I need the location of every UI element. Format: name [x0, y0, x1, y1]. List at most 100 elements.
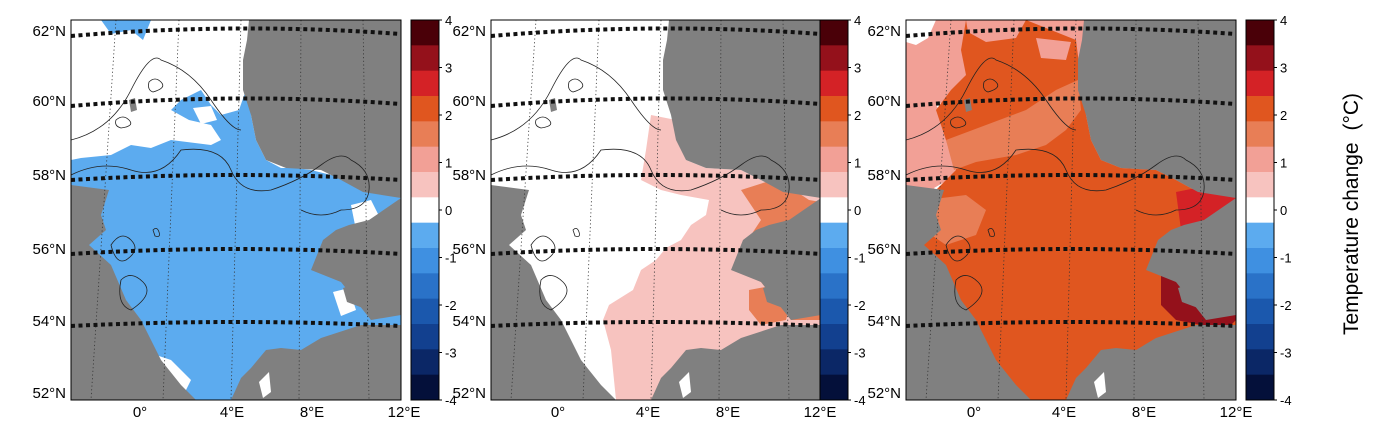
colorbar-2-cell: [820, 324, 848, 350]
colorbar-2-tick-label: -4: [854, 393, 866, 408]
colorbar-2-cell: [820, 248, 848, 274]
colorbar-2-cell: [820, 172, 848, 198]
lon-label: 0°: [551, 404, 565, 421]
lat-label: 56°N: [32, 241, 66, 258]
lat-labels: 62°N 60°N 58°N 56°N 54°N 52°N 62°N 60°N 58°N 56°N…: [32, 23, 901, 402]
colorbar-2-tick-label: 3: [854, 61, 861, 76]
panel-3-map: [906, 20, 1236, 400]
lat-label: 58°N: [32, 167, 66, 184]
colorbar-1-tick-label: -2: [445, 298, 457, 313]
lat-label: 58°N: [452, 167, 486, 184]
colorbar-3-cell: [1246, 20, 1274, 46]
colorbar-3-cell: [1246, 45, 1274, 72]
colorbar-title-text: Temperature change: [1340, 142, 1363, 335]
lat-label: 60°N: [452, 93, 486, 110]
lat-label: 52°N: [32, 385, 66, 402]
panel-3-anomaly-field: [906, 20, 1236, 400]
colorbar-3-tick-label: -2: [1280, 298, 1292, 313]
colorbar-2-tick-label: 2: [854, 108, 861, 123]
lat-label: 54°N: [32, 313, 66, 330]
colorbar-3-cell: [1246, 197, 1274, 224]
lon-label: 12°E: [1220, 404, 1253, 421]
panel-1-anomaly-field: [71, 20, 401, 400]
lon-label: 12°E: [804, 404, 837, 421]
colorbar-1: 4 3 2 1 0 -1 -2 -3 -4: [410, 13, 457, 408]
colorbar-2-cell: [820, 349, 848, 376]
panel-3-frame: [905, 19, 1237, 401]
lon-label: 4°E: [1052, 404, 1076, 421]
colorbar-1-cell: [411, 374, 439, 401]
colorbar-1-tick-label: -1: [445, 251, 457, 266]
colorbar-2: 4 3 2 1 0 -1 -2 -3 -4: [819, 13, 866, 408]
colorbar-1-tick-label: -4: [445, 393, 457, 408]
colorbar-1-cell: [411, 248, 439, 274]
lat-label: 62°N: [32, 23, 66, 40]
colorbar-2-tick-label: -1: [854, 251, 866, 266]
colorbar-3-cell: [1246, 70, 1274, 97]
colorbar-1-cell: [411, 298, 439, 325]
panel-2-map: [491, 20, 821, 400]
colorbar-1-cell: [411, 172, 439, 198]
colorbar-3-cell: [1246, 349, 1274, 376]
colorbar-1-cell: [411, 324, 439, 350]
colorbar-3-tick-label: -3: [1280, 346, 1292, 361]
colorbar-1-cell: [411, 222, 439, 249]
colorbar-3-tick-label: 1: [1280, 156, 1287, 171]
colorbar-2-cell: [820, 146, 848, 173]
lon-label: 0°: [133, 404, 147, 421]
colorbar-3-tick-label: 0: [1280, 203, 1287, 218]
colorbar-3-cell: [1246, 146, 1274, 173]
colorbar-2-tick-label: 1: [854, 156, 861, 171]
colorbar-3-tick-label: -1: [1280, 251, 1292, 266]
lat-label: 58°N: [867, 167, 901, 184]
colorbar-3-tick-label: -4: [1280, 393, 1292, 408]
lon-label: 4°E: [220, 404, 244, 421]
lat-label: 54°N: [867, 313, 901, 330]
colorbar-2-tick-label: 0: [854, 203, 861, 218]
lon-labels: 0° 4°E 8°E 12°E 0° 4°E 8°E 12°E 0° 4°E 8°E 12°E: [133, 404, 1253, 421]
colorbar-3-tick-label: 2: [1280, 108, 1287, 123]
colorbar-1-cell: [411, 45, 439, 72]
colorbar-2-tick-label: -3: [854, 346, 866, 361]
colorbar-3-tick-label: 4: [1280, 13, 1287, 28]
colorbar-1-cell: [411, 20, 439, 46]
colorbar-3-cell: [1246, 273, 1274, 300]
colorbar-2-cell: [820, 121, 848, 148]
colorbar-3-tick-label: 3: [1280, 61, 1287, 76]
colorbar-1-cell: [411, 70, 439, 97]
colorbar-3-cell: [1246, 222, 1274, 249]
colorbar-1-cell: [411, 197, 439, 224]
colorbar-3-cell: [1246, 374, 1274, 401]
colorbar-1-tick-label: 0: [445, 203, 452, 218]
colorbar-3-cell: [1246, 121, 1274, 148]
panel-1-frame: [70, 19, 402, 401]
colorbar-title: Temperature change (°C): [1340, 93, 1363, 335]
colorbar-2-tick-label: 4: [854, 13, 861, 28]
colorbar-3-cell: [1246, 248, 1274, 274]
colorbar-2-cell: [820, 273, 848, 300]
lat-label: 62°N: [867, 23, 901, 40]
colorbar-3-cell: [1246, 96, 1274, 122]
colorbar-3-cell: [1246, 298, 1274, 325]
colorbar-2-cell: [820, 298, 848, 325]
lat-label: 60°N: [867, 93, 901, 110]
colorbar-1-tick-label: 2: [445, 108, 452, 123]
lon-label: 8°E: [300, 404, 324, 421]
colorbar-2-tick-label: -2: [854, 298, 866, 313]
colorbar-2-cell: [820, 20, 848, 46]
colorbar-1-tick-label: -3: [445, 346, 457, 361]
lon-label: 0°: [967, 404, 981, 421]
colorbar-2-cell: [820, 222, 848, 249]
lon-label: 4°E: [636, 404, 660, 421]
colorbar-title-unit: (°C): [1340, 93, 1363, 131]
lat-label: 56°N: [452, 241, 486, 258]
colorbar-3: 4 3 2 1 0 -1 -2 -3 -4: [1245, 13, 1292, 408]
colorbar-1-cell: [411, 273, 439, 300]
colorbar-3-cell: [1246, 324, 1274, 350]
colorbar-1-tick-label: 4: [445, 13, 452, 28]
colorbar-2-cell: [820, 96, 848, 122]
lon-label: 8°E: [716, 404, 740, 421]
colorbar-2-cell: [820, 45, 848, 72]
colorbar-2-cell: [820, 197, 848, 224]
lat-label: 54°N: [452, 313, 486, 330]
